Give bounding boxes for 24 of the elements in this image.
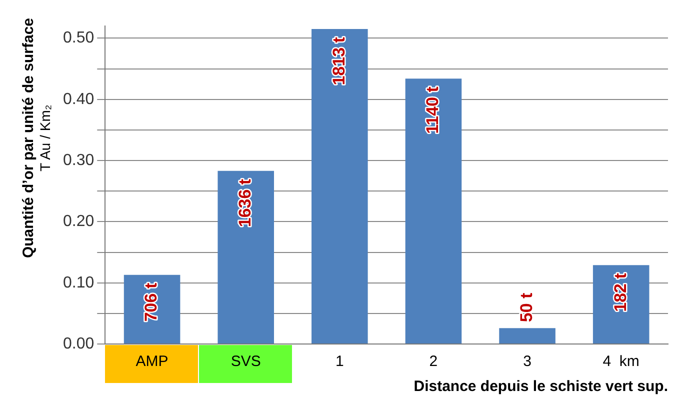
y-tick-label: 0.40	[63, 90, 94, 108]
x-tick-label: SVS	[230, 353, 261, 370]
y-axis-title: Quantité d’or par unité de surface T Au / Km₂	[20, 16, 54, 260]
annotation: 182 t	[610, 272, 630, 312]
x-axis-title: Distance depuis le schiste vert sup.	[414, 378, 668, 395]
annotation: 1140 t	[423, 86, 442, 134]
y-tick-label: 0.50	[63, 30, 94, 47]
bar	[405, 78, 462, 344]
y-tick-label: 0.20	[63, 213, 94, 230]
y-tick-label: 0.00	[63, 335, 94, 352]
x-tick-label: 2	[429, 353, 438, 370]
annotation: 1636 t	[236, 178, 255, 228]
x-tick-label: 1	[335, 353, 344, 370]
x-tick-label: 4 km	[602, 353, 640, 370]
bar	[499, 328, 556, 344]
x-tick-label: 3	[523, 353, 532, 370]
y-tick-label: 0.10	[63, 274, 94, 292]
annotation: 706 t	[142, 282, 161, 322]
annotation: 50 t	[516, 292, 536, 322]
bar	[312, 29, 368, 344]
y-tick-label: 0.30	[63, 152, 94, 169]
annotation: 1813 t	[329, 36, 348, 86]
x-tick-label: AMP	[136, 353, 168, 370]
bar	[218, 170, 274, 344]
